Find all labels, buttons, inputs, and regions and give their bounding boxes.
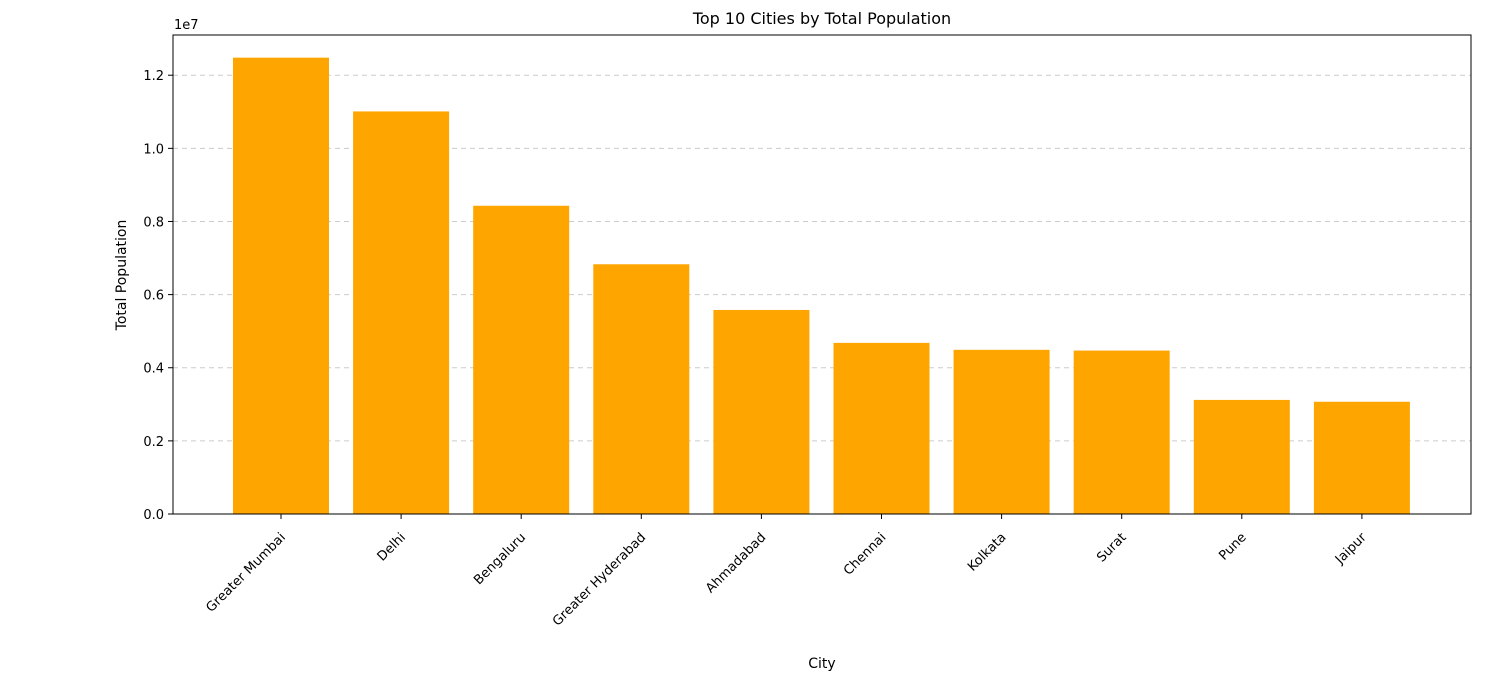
y-axis-label: Total Population — [114, 220, 130, 332]
y-tick-label: 0.8 — [143, 215, 164, 230]
bar-jaipur — [1313, 401, 1410, 514]
x-ticks: Greater Mumbai Delhi Bengaluru Greater Hyde… — [204, 514, 1370, 629]
plot-frame — [172, 34, 1472, 515]
x-tick-label: Surat — [1094, 530, 1129, 565]
bar-surat — [1073, 350, 1170, 514]
bar-greater-mumbai — [233, 57, 329, 515]
x-tick-label: Chennai — [841, 530, 889, 578]
y-tick-label: 1.0 — [143, 142, 164, 157]
bar-bengaluru — [473, 205, 570, 515]
bar-pune — [1193, 399, 1290, 514]
y-tick-label: 0.4 — [143, 362, 164, 377]
bar-ahmadabad — [713, 309, 810, 514]
y-ticks: 0.0 0.2 0.4 0.6 0.8 1.0 1.2 — [143, 69, 173, 523]
y-offset-label: 1e7 — [174, 18, 199, 33]
bars — [233, 57, 1410, 515]
y-tick-label: 1.2 — [143, 69, 164, 84]
x-tick-label: Bengaluru — [471, 530, 529, 588]
x-tick-label: Jaipur — [1332, 530, 1370, 568]
y-tick-label: 0.2 — [143, 435, 164, 450]
chart-title: Top 10 Cities by Total Population — [692, 9, 951, 28]
bar-delhi — [353, 111, 450, 515]
x-tick-label: Ahmadabad — [703, 530, 769, 596]
y-tick-label: 0.6 — [143, 289, 164, 304]
x-tick-label: Greater Mumbai — [204, 530, 289, 615]
x-tick-label: Greater Hyderabad — [550, 530, 649, 629]
bar-chennai — [833, 342, 930, 514]
bar-kolkata — [953, 349, 1050, 514]
x-tick-label: Delhi — [375, 530, 409, 564]
x-tick-label: Kolkata — [965, 530, 1009, 574]
bar-greater-hyderabad — [593, 264, 690, 514]
y-tick-label: 0.0 — [143, 508, 164, 523]
x-axis-label: City — [808, 656, 835, 672]
x-tick-label: Pune — [1216, 530, 1249, 563]
